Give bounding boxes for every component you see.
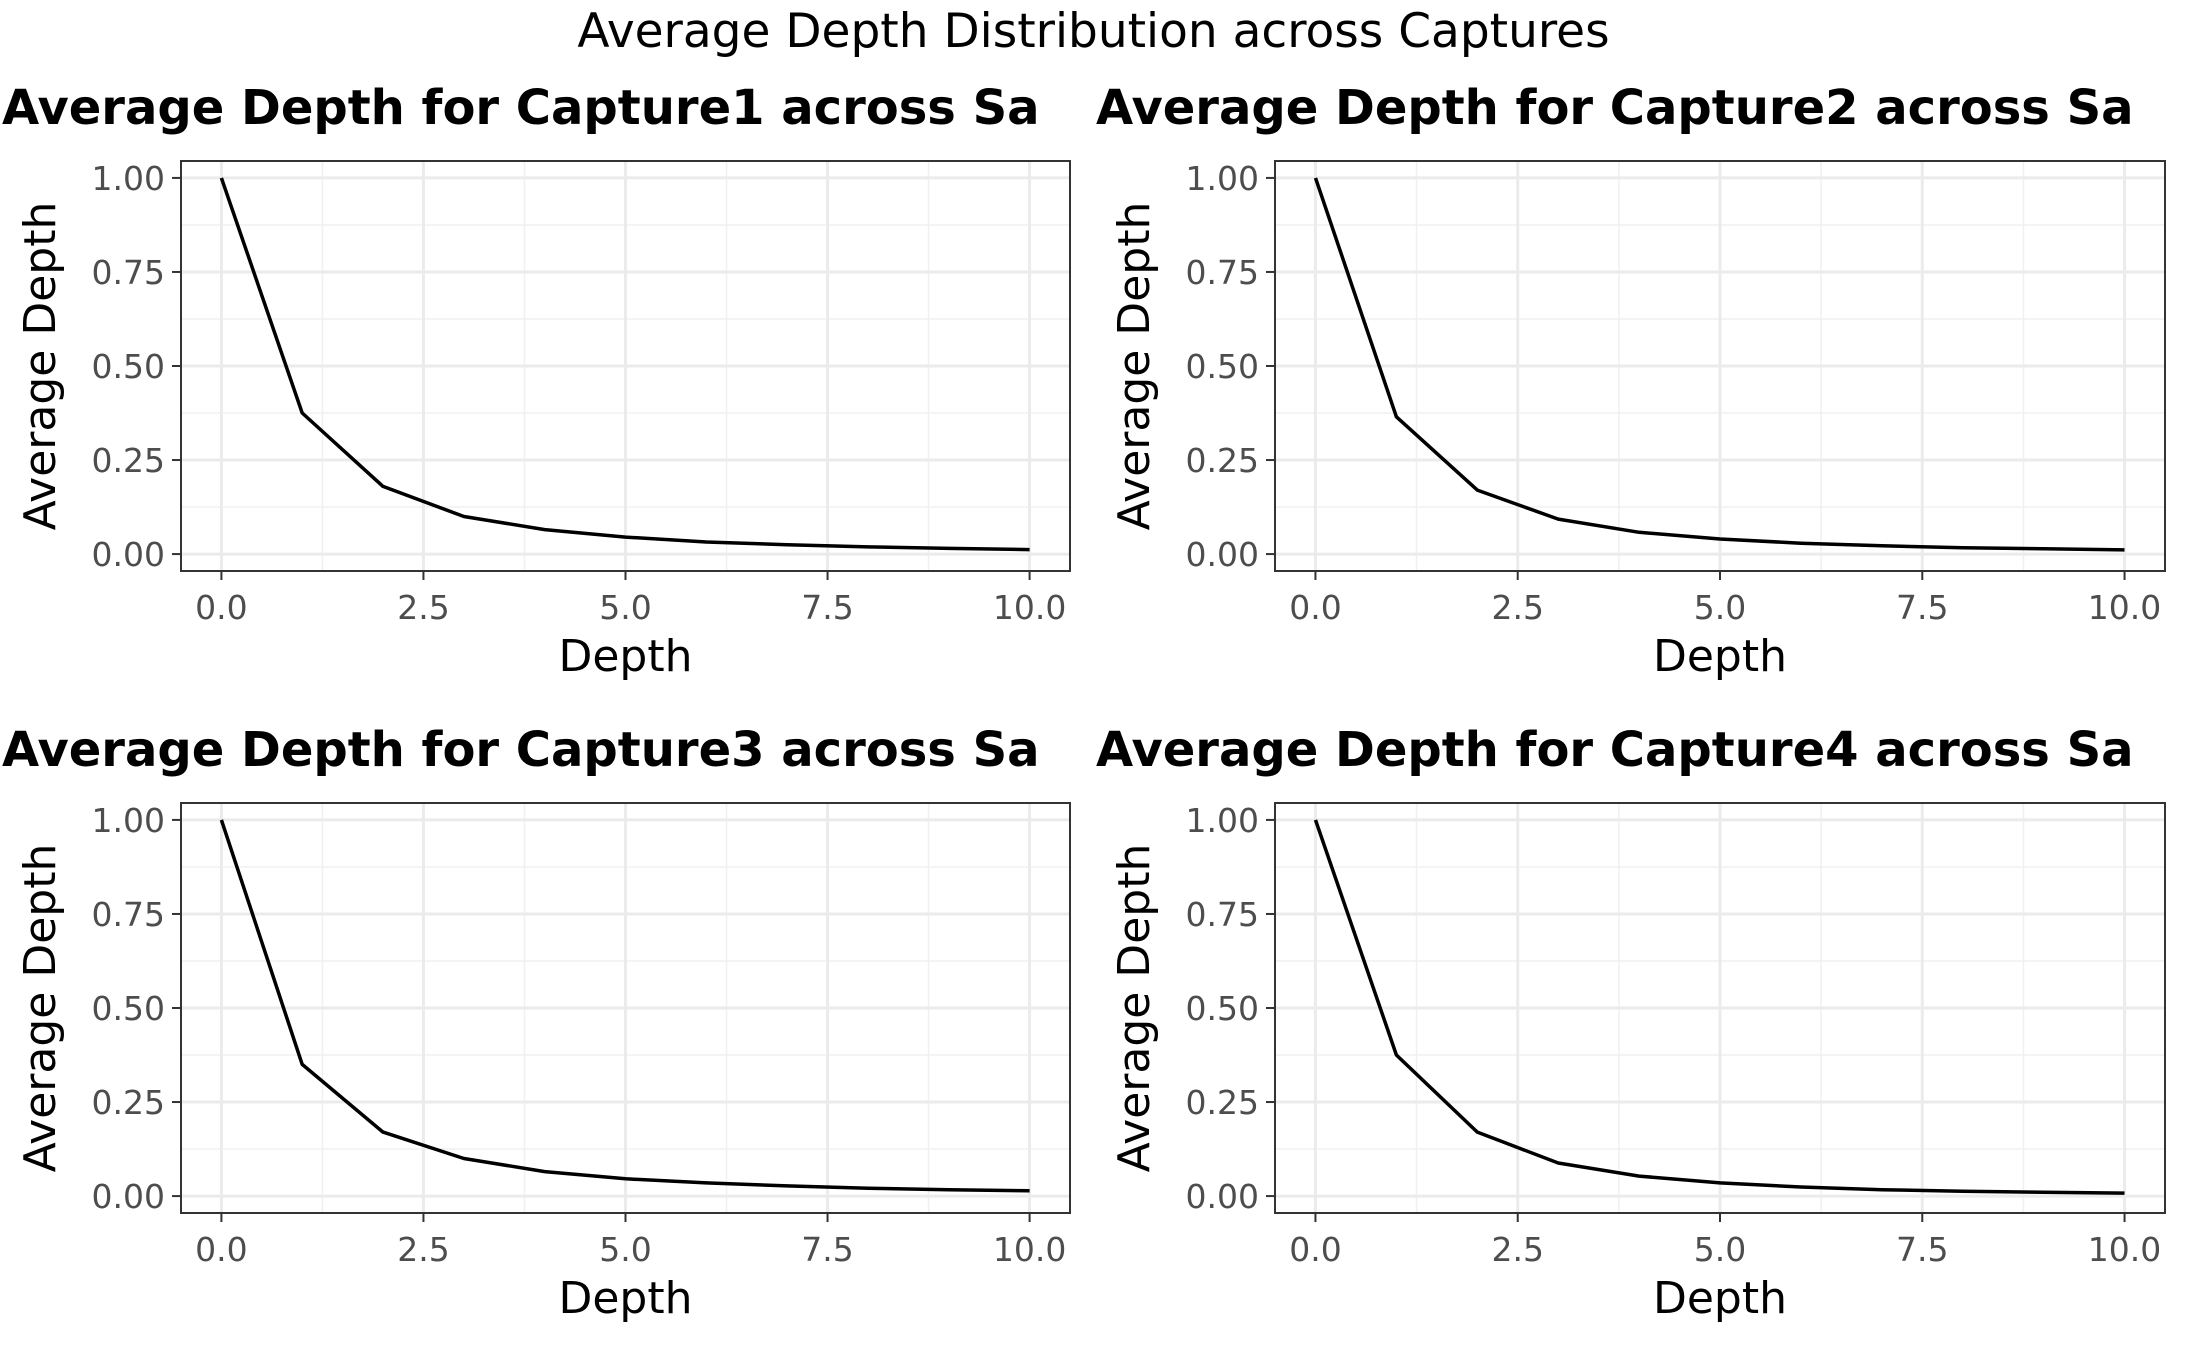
x-tick-label: 5.0 [1694, 1230, 1746, 1269]
x-axis-title: Depth [558, 1273, 692, 1324]
series-line [219, 819, 1030, 1193]
y-tick-label: 1.00 [92, 159, 165, 198]
y-axis-title: Average Depth [15, 844, 66, 1173]
y-tick-label: 0.50 [1186, 347, 1259, 386]
series-line [1313, 819, 2125, 1195]
y-axis-title: Average Depth [15, 202, 66, 531]
y-tick-label: 0.50 [1186, 989, 1259, 1028]
panel-1: 0.0 2.5 5.0 7.5 10.0 0.00 0.25 0.50 0.75 1.00 Dept… [15, 159, 1071, 682]
x-tick-label: 2.5 [1491, 1230, 1543, 1269]
x-axis-title: Depth [558, 631, 692, 682]
y-axis-title: Average Depth [1109, 202, 1160, 531]
panel-title-2: Average Depth for Capture2 across Sa [1096, 80, 2134, 136]
x-tick-label: 2.5 [1491, 588, 1543, 627]
x-tick-label: 0.0 [1289, 588, 1341, 627]
x-tick-label: 5.0 [1694, 588, 1746, 627]
x-tick-label: 2.5 [397, 1230, 449, 1269]
y-tick-label: 0.25 [92, 441, 165, 480]
figure-title: Average Depth Distribution across Captur… [577, 4, 1610, 59]
x-tick-label: 2.5 [397, 588, 449, 627]
y-tick-label: 0.00 [92, 535, 165, 574]
x-tick-label: 10.0 [2088, 1230, 2161, 1269]
y-tick-label: 0.25 [1186, 441, 1259, 480]
y-tick-label: 0.25 [1186, 1083, 1259, 1122]
x-tick-label: 0.0 [195, 588, 247, 627]
y-tick-label: 0.00 [1186, 535, 1259, 574]
x-tick-label: 7.5 [801, 588, 853, 627]
y-tick-label: 0.25 [92, 1083, 165, 1122]
x-axis-title: Depth [1653, 631, 1787, 682]
y-tick-label: 0.75 [1186, 895, 1259, 934]
y-tick-label: 1.00 [92, 801, 165, 840]
panel-4: 0.0 2.5 5.0 7.5 10.0 0.00 0.25 0.50 0.75 1.00 Dept… [1109, 801, 2166, 1324]
y-tick-label: 0.75 [92, 253, 165, 292]
y-tick-label: 0.75 [92, 895, 165, 934]
y-tick-label: 0.00 [1186, 1177, 1259, 1216]
series-line [219, 177, 1030, 552]
x-tick-label: 7.5 [1896, 588, 1948, 627]
x-tick-label: 10.0 [993, 588, 1066, 627]
y-tick-label: 0.75 [1186, 253, 1259, 292]
x-tick-label: 10.0 [2088, 588, 2161, 627]
panel-title-3: Average Depth for Capture3 across Sa [2, 722, 1040, 778]
y-tick-label: 0.50 [92, 989, 165, 1028]
y-axis-title: Average Depth [1109, 844, 1160, 1173]
panel-title-1: Average Depth for Capture1 across Sa [2, 80, 1040, 136]
y-tick-label: 1.00 [1186, 159, 1259, 198]
x-tick-label: 7.5 [1896, 1230, 1948, 1269]
x-axis-title: Depth [1653, 1273, 1787, 1324]
x-tick-label: 5.0 [599, 1230, 651, 1269]
panel-3: 0.0 2.5 5.0 7.5 10.0 0.00 0.25 0.50 0.75 1.00 Dept… [15, 801, 1071, 1324]
x-tick-label: 10.0 [993, 1230, 1066, 1269]
panel-title-4: Average Depth for Capture4 across Sa [1096, 722, 2134, 778]
x-tick-label: 0.0 [1289, 1230, 1341, 1269]
x-tick-label: 7.5 [801, 1230, 853, 1269]
x-tick-label: 0.0 [195, 1230, 247, 1269]
panel-2: 0.0 2.5 5.0 7.5 10.0 0.00 0.25 0.50 0.75 1.00 Dept… [1109, 159, 2166, 682]
y-tick-label: 0.50 [92, 347, 165, 386]
x-tick-label: 5.0 [599, 588, 651, 627]
series-line [1313, 177, 2125, 552]
y-tick-label: 0.00 [92, 1177, 165, 1216]
y-tick-label: 1.00 [1186, 801, 1259, 840]
